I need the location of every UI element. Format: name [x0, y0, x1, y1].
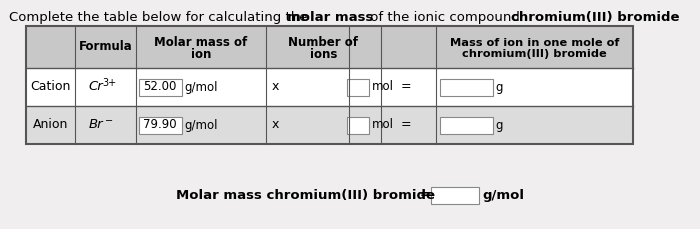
Text: g/mol: g/mol — [184, 81, 218, 93]
Bar — [440, 79, 493, 95]
Text: x: x — [272, 118, 279, 131]
Bar — [26, 26, 633, 144]
Text: molar mass: molar mass — [287, 11, 373, 24]
Text: Mass of ion in one mole of: Mass of ion in one mole of — [449, 38, 619, 48]
Text: 52.00: 52.00 — [144, 81, 177, 93]
Text: 79.90: 79.90 — [144, 118, 177, 131]
Text: g: g — [496, 81, 503, 93]
Text: =: = — [401, 81, 412, 93]
Text: chromium(III) bromide: chromium(III) bromide — [462, 49, 607, 59]
Text: .: . — [666, 11, 670, 24]
Text: Molar mass chromium(III) bromide: Molar mass chromium(III) bromide — [176, 188, 440, 202]
Bar — [26, 26, 633, 68]
Text: Molar mass of: Molar mass of — [154, 36, 248, 49]
Bar — [440, 117, 493, 134]
Text: ions: ions — [309, 47, 337, 60]
Text: Br: Br — [89, 118, 104, 131]
Bar — [26, 106, 633, 144]
Text: chromium(III) bromide: chromium(III) bromide — [511, 11, 680, 24]
Text: g/mol: g/mol — [184, 118, 218, 131]
Text: g/mol: g/mol — [482, 188, 524, 202]
Text: ion: ion — [190, 47, 211, 60]
Text: −: − — [105, 116, 113, 126]
Bar — [346, 117, 369, 134]
Text: Cr: Cr — [89, 81, 104, 93]
Text: of the ionic compound: of the ionic compound — [366, 11, 524, 24]
Bar — [26, 68, 633, 106]
Bar — [430, 186, 479, 204]
Bar — [346, 79, 369, 95]
Text: =: = — [401, 118, 412, 131]
Text: Complete the table below for calculating the: Complete the table below for calculating… — [9, 11, 312, 24]
Text: Cation: Cation — [30, 81, 71, 93]
Text: g: g — [496, 118, 503, 131]
Text: Anion: Anion — [33, 118, 68, 131]
Text: mol: mol — [372, 81, 393, 93]
Text: mol: mol — [372, 118, 393, 131]
Text: =: = — [420, 188, 430, 202]
Text: x: x — [272, 81, 279, 93]
Bar — [139, 117, 181, 134]
Text: Formula: Formula — [78, 41, 132, 54]
Text: 3+: 3+ — [102, 78, 116, 88]
Bar — [139, 79, 181, 95]
Text: Number of: Number of — [288, 36, 358, 49]
